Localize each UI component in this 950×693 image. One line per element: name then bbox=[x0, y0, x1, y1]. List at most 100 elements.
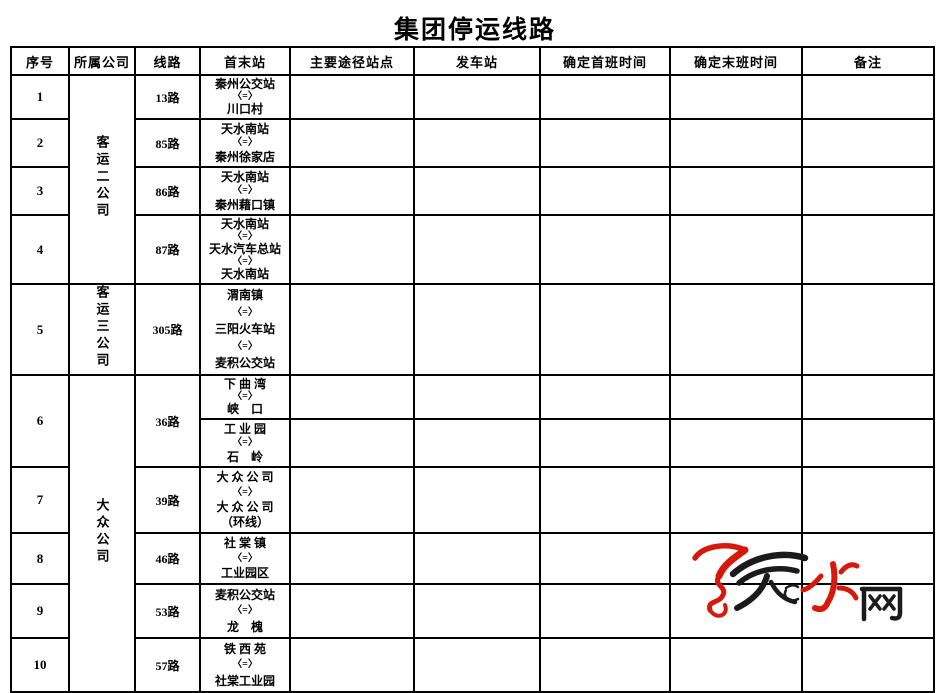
table-row: 6 大众公司 36路 下 曲 湾〈=〉峡 口 bbox=[10, 374, 935, 693]
remarks-cell bbox=[801, 532, 935, 585]
first-bus-time-cell bbox=[539, 637, 671, 693]
company-cell: 客运二公司 bbox=[68, 74, 136, 285]
route-cell: 87路 bbox=[134, 214, 201, 285]
row-number-cell: 10 bbox=[10, 637, 70, 693]
last-bus-time-cell bbox=[669, 418, 803, 468]
remarks-cell bbox=[801, 418, 935, 468]
main-stops-cell bbox=[289, 532, 415, 585]
page-title: 集团停运线路 bbox=[393, 17, 556, 44]
last-bus-time-cell bbox=[669, 374, 803, 420]
departure-station-cell bbox=[413, 166, 541, 216]
terminals-cell: 大 众 公 司〈=〉大 众 公 司（环线） bbox=[199, 466, 291, 534]
terminals-cell: 秦州公交站 〈=〉 川口村 bbox=[199, 74, 291, 120]
main-stops-cell bbox=[289, 374, 415, 420]
last-bus-time-cell bbox=[669, 466, 803, 534]
remarks-cell bbox=[801, 637, 935, 693]
last-bus-time-cell bbox=[669, 583, 803, 639]
first-bus-time-cell bbox=[539, 374, 671, 420]
main-stops-cell bbox=[289, 583, 415, 639]
first-bus-time-cell bbox=[539, 166, 671, 216]
remarks-cell bbox=[801, 74, 935, 120]
main-stops-cell bbox=[289, 283, 415, 376]
company-name: 大众公司 bbox=[94, 497, 110, 566]
last-bus-time-cell bbox=[669, 166, 803, 216]
terminals-cell: 社 棠 镇〈=〉 工业园区 bbox=[199, 532, 291, 585]
last-bus-time-cell bbox=[669, 74, 803, 120]
row-number-cell: 7 bbox=[10, 466, 70, 534]
header-company: 所属公司 bbox=[68, 46, 136, 76]
last-bus-time-cell bbox=[669, 283, 803, 376]
first-bus-time-cell bbox=[539, 418, 671, 468]
table-row: 7 39路 大 众 公 司〈=〉大 众 公 司（环线） bbox=[10, 466, 935, 534]
header-terminals: 首末站 bbox=[199, 46, 291, 76]
suspended-routes-table: 序号 所属公司 线路 首末站 主要途径站点 发车站 确定首班时间 确定末班时间 … bbox=[10, 46, 935, 693]
remarks-cell bbox=[801, 466, 935, 534]
header-first-bus-time: 确定首班时间 bbox=[539, 46, 671, 76]
last-bus-time-cell bbox=[669, 637, 803, 693]
scanned-document-page: { "title": "集团停运线路", "table": { "headers… bbox=[10, 17, 935, 693]
terminals-cell: 铁 西 苑〈=〉 社棠工业园 bbox=[199, 637, 291, 693]
departure-station-cell bbox=[413, 418, 541, 468]
terminals-cell: 下 曲 湾〈=〉峡 口 bbox=[199, 374, 291, 420]
row-number-cell: 6 bbox=[10, 374, 70, 468]
main-stops-cell bbox=[289, 74, 415, 120]
departure-station-cell bbox=[413, 466, 541, 534]
row-number-cell: 3 bbox=[10, 166, 70, 216]
remarks-cell bbox=[801, 583, 935, 639]
last-bus-time-cell bbox=[669, 118, 803, 168]
table-row: 9 53路 麦积公交站 〈=〉龙 槐 bbox=[10, 583, 935, 639]
main-stops-cell bbox=[289, 418, 415, 468]
first-bus-time-cell bbox=[539, 214, 671, 285]
first-bus-time-cell bbox=[539, 583, 671, 639]
first-bus-time-cell bbox=[539, 118, 671, 168]
first-bus-time-cell bbox=[539, 532, 671, 585]
table-row: 3 86路 天水南站 〈=〉 秦州藉口镇 bbox=[10, 166, 935, 216]
remarks-cell bbox=[801, 283, 935, 376]
main-stops-cell bbox=[289, 637, 415, 693]
departure-station-cell bbox=[413, 283, 541, 376]
table-row: 5 客运三公司 305路 渭南镇 〈=〉 三阳火车站 〈=〉 麦积公交站 bbox=[10, 283, 935, 376]
company-cell: 大众公司 bbox=[68, 374, 136, 693]
row-number-cell: 5 bbox=[10, 283, 70, 376]
row-number-cell: 2 bbox=[10, 118, 70, 168]
route-cell: 13路 bbox=[134, 74, 201, 120]
row-number-cell: 8 bbox=[10, 532, 70, 585]
departure-station-cell bbox=[413, 374, 541, 420]
terminals-cell: 天水南站 〈=〉 秦州藉口镇 bbox=[199, 166, 291, 216]
terminals-cell: 渭南镇 〈=〉 三阳火车站 〈=〉 麦积公交站 bbox=[199, 283, 291, 376]
terminals-cell: 麦积公交站 〈=〉龙 槐 bbox=[199, 583, 291, 639]
header-last-bus-time: 确定末班时间 bbox=[669, 46, 803, 76]
route-cell: 305路 bbox=[134, 283, 201, 376]
table-row: 2 85路 天水南站 〈=〉 秦州徐家店 bbox=[10, 118, 935, 168]
route-cell: 36路 bbox=[134, 374, 201, 468]
table-row: 工 业 园〈=〉石 岭 bbox=[11, 418, 935, 468]
table-row: 1 客运二公司 13路 秦州公交站 〈=〉 川口村 bbox=[10, 74, 935, 285]
header-departure-station: 发车站 bbox=[413, 46, 541, 76]
departure-station-cell bbox=[413, 532, 541, 585]
route-cell: 46路 bbox=[134, 532, 201, 585]
company-name: 客运二公司 bbox=[94, 135, 110, 220]
first-bus-time-cell bbox=[539, 74, 671, 120]
departure-station-cell bbox=[413, 214, 541, 285]
last-bus-time-cell bbox=[669, 532, 803, 585]
terminals-cell: 天水南站 〈=〉 秦州徐家店 bbox=[199, 118, 291, 168]
route-cell: 57路 bbox=[134, 637, 201, 693]
departure-station-cell bbox=[413, 118, 541, 168]
remarks-cell bbox=[801, 166, 935, 216]
departure-station-cell bbox=[413, 74, 541, 120]
header-row: 序号 所属公司 线路 首末站 主要途径站点 发车站 确定首班时间 确定末班时间 … bbox=[10, 46, 935, 76]
row-number-cell: 1 bbox=[10, 74, 70, 120]
table-row: 4 87路 天水南站 〈=〉 天水汽车总站 〈=〉 天水南站 bbox=[10, 214, 935, 285]
row-number-cell: 9 bbox=[10, 583, 70, 639]
first-bus-time-cell bbox=[539, 283, 671, 376]
route-cell: 53路 bbox=[134, 583, 201, 639]
company-name: 客运三公司 bbox=[94, 285, 110, 370]
route-cell: 86路 bbox=[134, 166, 201, 216]
first-bus-time-cell bbox=[539, 466, 671, 534]
terminals-cell: 工 业 园〈=〉石 岭 bbox=[199, 418, 291, 468]
main-stops-cell bbox=[289, 214, 415, 285]
remarks-cell bbox=[801, 214, 935, 285]
header-seq: 序号 bbox=[10, 46, 70, 76]
header-main-stops: 主要途径站点 bbox=[289, 46, 415, 76]
row-number-cell: 4 bbox=[10, 214, 70, 285]
